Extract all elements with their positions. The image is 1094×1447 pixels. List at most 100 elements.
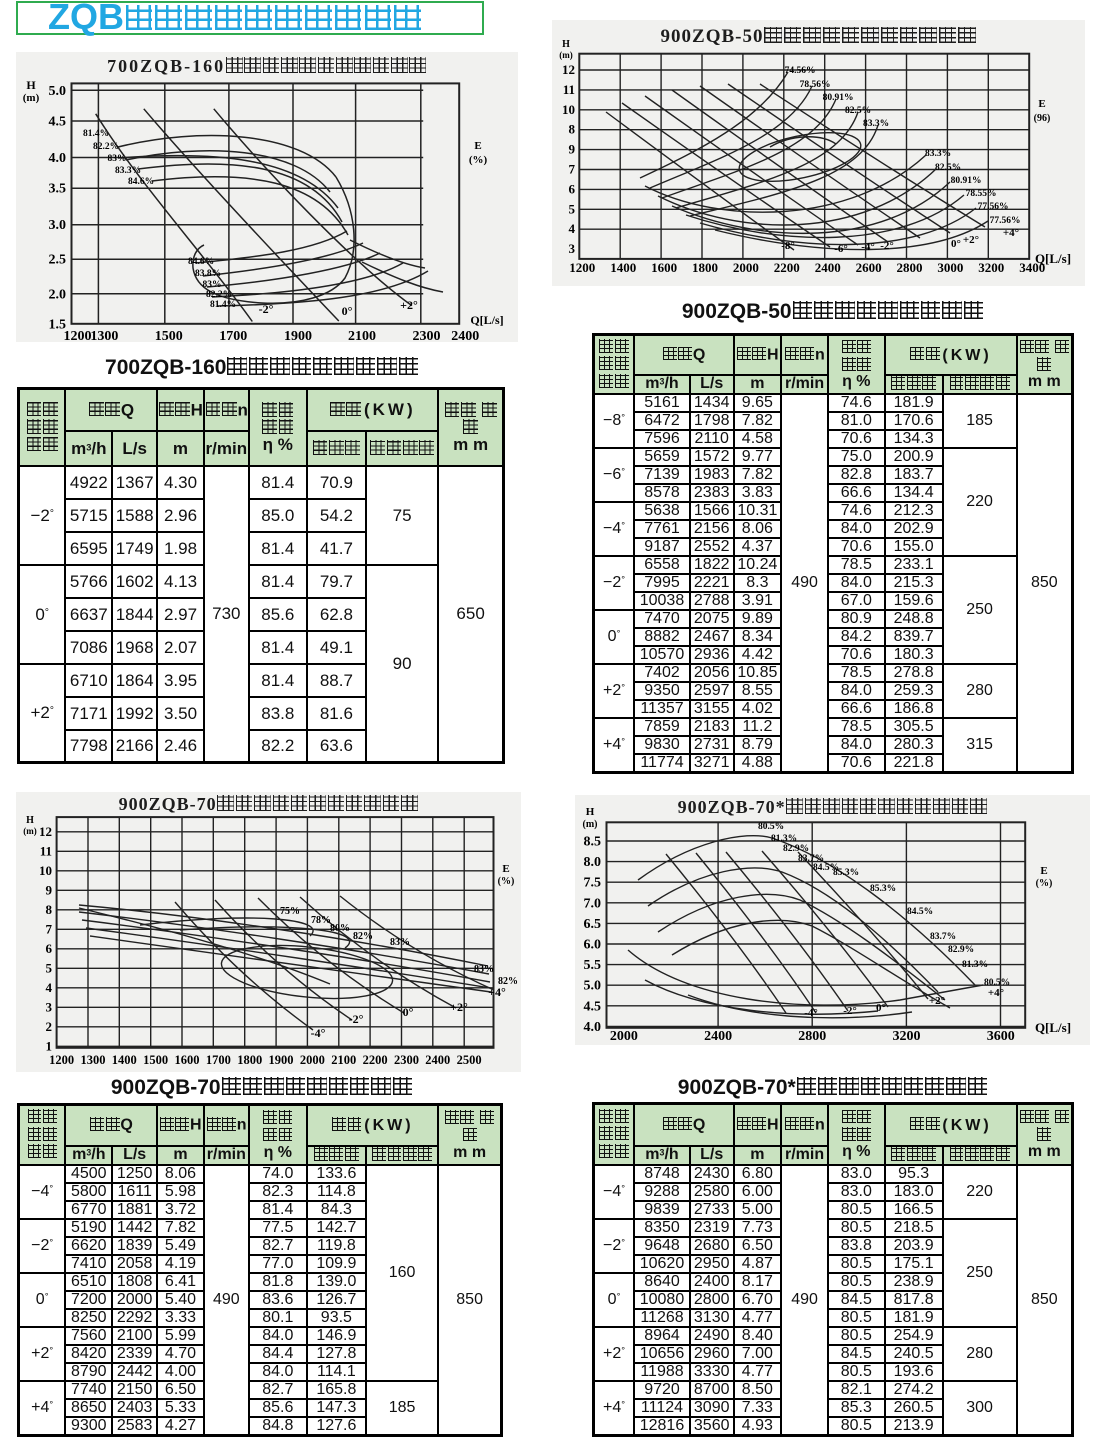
svg-text:1600: 1600 — [175, 1053, 200, 1067]
svg-text:1200: 1200 — [49, 1053, 74, 1067]
svg-text:82.5%: 82.5% — [935, 163, 961, 173]
svg-text:77.56%: 77.56% — [978, 202, 1009, 212]
svg-text:Q[L/s]: Q[L/s] — [470, 313, 503, 327]
svg-text:E: E — [1040, 865, 1047, 877]
svg-text:2400: 2400 — [704, 1029, 732, 1044]
svg-text:82.9%: 82.9% — [948, 945, 974, 955]
svg-text:10: 10 — [39, 863, 52, 878]
svg-text:(m): (m) — [583, 819, 598, 830]
svg-text:81.3%: 81.3% — [962, 960, 988, 970]
svg-text:2300: 2300 — [394, 1053, 419, 1067]
svg-text:5.0: 5.0 — [584, 979, 602, 994]
svg-text:5: 5 — [569, 201, 576, 216]
svg-text:4.0: 4.0 — [49, 151, 67, 166]
svg-text:6: 6 — [569, 181, 576, 196]
svg-text:2000: 2000 — [300, 1053, 325, 1067]
svg-text:82%: 82% — [498, 976, 518, 987]
svg-text:78.55%: 78.55% — [966, 189, 997, 199]
svg-text:2200: 2200 — [774, 260, 800, 275]
svg-text:8: 8 — [569, 122, 576, 137]
svg-text:1500: 1500 — [155, 329, 183, 342]
svg-text:H: H — [562, 39, 570, 50]
svg-text:(%): (%) — [498, 876, 515, 887]
svg-text:8: 8 — [46, 902, 53, 917]
svg-text:(m): (m) — [559, 50, 573, 60]
svg-text:84.6%: 84.6% — [128, 177, 154, 187]
svg-text:81.4%: 81.4% — [83, 129, 109, 139]
svg-text:85.3%: 85.3% — [833, 868, 859, 878]
svg-text:84.5%: 84.5% — [813, 863, 839, 873]
svg-text:80.5%: 80.5% — [984, 978, 1010, 988]
svg-text:2500: 2500 — [457, 1053, 482, 1067]
svg-text:81.4%: 81.4% — [210, 300, 236, 310]
svg-text:1300: 1300 — [90, 329, 118, 342]
svg-text:0°: 0° — [342, 304, 353, 318]
svg-text:84.5%: 84.5% — [907, 907, 933, 917]
svg-text:+4°: +4° — [988, 987, 1004, 999]
svg-text:2.5: 2.5 — [49, 253, 67, 268]
svg-text:74.56%: 74.56% — [785, 66, 816, 76]
svg-text:(m): (m) — [23, 826, 37, 836]
svg-text:83%: 83% — [390, 937, 410, 948]
svg-text:8.5: 8.5 — [584, 835, 602, 850]
svg-text:10: 10 — [562, 102, 575, 117]
svg-text:7: 7 — [46, 921, 53, 936]
svg-text:0°: 0° — [403, 1005, 414, 1019]
svg-text:3200: 3200 — [978, 260, 1004, 275]
svg-text:1800: 1800 — [692, 260, 718, 275]
svg-text:7.0: 7.0 — [584, 896, 602, 911]
svg-text:(%): (%) — [1036, 878, 1053, 889]
svg-text:H: H — [26, 815, 34, 826]
svg-text:6.0: 6.0 — [584, 938, 602, 953]
svg-text:83.3%: 83.3% — [925, 149, 951, 159]
svg-text:3.0: 3.0 — [49, 218, 67, 233]
svg-text:11: 11 — [563, 82, 575, 97]
svg-text:H: H — [586, 806, 595, 818]
svg-text:7: 7 — [569, 162, 576, 177]
svg-text:11: 11 — [40, 843, 52, 858]
svg-text:82.9%: 82.9% — [783, 844, 809, 854]
svg-text:-2°: -2° — [349, 1012, 364, 1026]
svg-text:12: 12 — [39, 824, 52, 839]
svg-text:2000: 2000 — [610, 1029, 638, 1044]
svg-text:E: E — [1038, 98, 1045, 110]
svg-text:1500: 1500 — [143, 1053, 168, 1067]
svg-text:+2°: +2° — [929, 995, 945, 1007]
svg-text:80.91%: 80.91% — [823, 93, 854, 103]
svg-text:+2°: +2° — [400, 298, 418, 312]
svg-text:5.0: 5.0 — [49, 84, 67, 99]
svg-text:1400: 1400 — [112, 1053, 137, 1067]
svg-text:-2°: -2° — [880, 240, 894, 252]
svg-text:82.5%: 82.5% — [845, 106, 871, 116]
svg-text:12: 12 — [562, 62, 575, 77]
svg-text:2.0: 2.0 — [49, 287, 67, 302]
svg-text:4.5: 4.5 — [49, 115, 67, 130]
svg-text:1.5: 1.5 — [49, 317, 67, 332]
svg-text:1600: 1600 — [651, 260, 677, 275]
svg-text:2400: 2400 — [425, 1053, 450, 1067]
svg-text:83.7%: 83.7% — [798, 854, 824, 864]
svg-text:1200: 1200 — [64, 329, 92, 342]
svg-text:3400: 3400 — [1019, 260, 1045, 275]
svg-text:1: 1 — [46, 1038, 53, 1053]
svg-text:80.91%: 80.91% — [951, 176, 982, 186]
svg-text:-4°: -4° — [861, 241, 875, 253]
svg-text:+2°: +2° — [450, 1000, 468, 1014]
svg-text:5.5: 5.5 — [584, 958, 602, 973]
svg-text:-6°: -6° — [834, 243, 848, 255]
svg-text:83%: 83% — [474, 964, 494, 975]
svg-text:78%: 78% — [311, 915, 331, 926]
svg-text:1300: 1300 — [80, 1053, 105, 1067]
svg-text:82%: 82% — [353, 931, 373, 942]
svg-text:-4°: -4° — [804, 1007, 818, 1019]
svg-text:0°: 0° — [876, 1002, 886, 1014]
svg-text:1900: 1900 — [269, 1053, 294, 1067]
svg-text:3600: 3600 — [987, 1029, 1015, 1044]
svg-text:2100: 2100 — [331, 1053, 356, 1067]
svg-text:1800: 1800 — [237, 1053, 262, 1067]
svg-text:80.5%: 80.5% — [758, 822, 784, 832]
svg-text:-4°: -4° — [311, 1026, 326, 1040]
svg-text:4: 4 — [46, 980, 53, 995]
svg-text:(m): (m) — [23, 92, 40, 104]
svg-text:E: E — [502, 863, 509, 875]
